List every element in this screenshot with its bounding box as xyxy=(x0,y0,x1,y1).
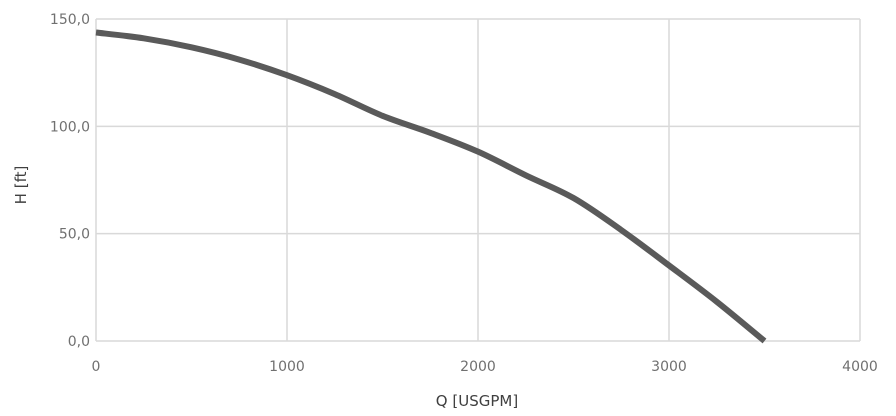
x-axis-ticks: 0 1000 2000 3000 4000 xyxy=(92,359,878,375)
y-tick-label: 150,0 xyxy=(50,12,90,28)
series-layer xyxy=(95,29,767,344)
y-axis-title: H [ft] xyxy=(12,166,30,205)
grid-lines xyxy=(95,18,861,342)
y-tick-label: 50,0 xyxy=(59,227,90,243)
x-axis-title: Q [USGPM] xyxy=(436,392,518,410)
y-tick-label: 0,0 xyxy=(68,334,90,350)
series-line xyxy=(95,29,767,344)
x-tick-label: 2000 xyxy=(460,359,496,375)
y-tick-label: 100,0 xyxy=(50,119,90,135)
x-tick-label: 4000 xyxy=(842,359,878,375)
y-axis-ticks: 0,0 50,0 100,0 150,0 xyxy=(50,12,90,350)
x-tick-label: 0 xyxy=(92,359,101,375)
x-tick-label: 1000 xyxy=(269,359,305,375)
x-tick-label: 3000 xyxy=(651,359,687,375)
